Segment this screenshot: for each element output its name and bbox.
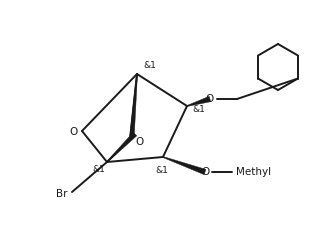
Text: &1: &1 — [155, 166, 168, 175]
Polygon shape — [130, 75, 137, 137]
Text: &1: &1 — [92, 165, 105, 174]
Text: Br: Br — [55, 188, 67, 198]
Polygon shape — [107, 133, 137, 163]
Text: &1: &1 — [143, 60, 156, 69]
Text: Methyl: Methyl — [236, 166, 271, 176]
Polygon shape — [163, 157, 206, 175]
Text: O: O — [206, 94, 214, 104]
Polygon shape — [187, 97, 211, 107]
Text: O: O — [69, 126, 77, 136]
Text: O: O — [136, 136, 144, 146]
Text: O: O — [201, 166, 209, 176]
Text: &1: &1 — [192, 105, 205, 114]
